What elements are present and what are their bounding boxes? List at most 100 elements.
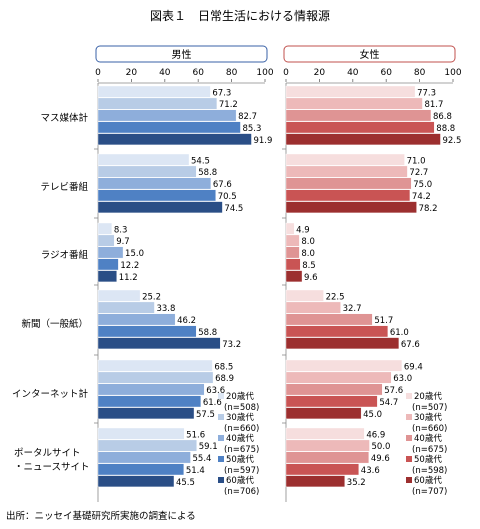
legend-swatch-0-4 [218,477,224,483]
bar-value-1-0-4: 92.5 [442,136,461,146]
legend-n-0-4: (n=706) [224,487,259,497]
bar-0-0-0 [97,85,211,98]
bar-0-0-1 [97,97,218,110]
bar-value-1-2-2: 8.0 [301,249,315,259]
bar-1-5-4 [285,475,345,488]
bar-1-0-2 [285,109,432,122]
bar-1-2-1 [285,234,300,247]
bar-value-0-1-0: 54.5 [191,156,210,166]
bar-value-0-5-4: 45.5 [176,478,195,488]
bar-1-3-2 [285,313,373,326]
bar-1-0-0 [285,85,416,98]
bar-value-0-1-2: 67.6 [213,180,232,190]
bar-value-0-2-3: 12.2 [120,261,139,271]
bar-1-1-4 [285,201,417,214]
bar-0-1-0 [97,153,190,166]
bar-0-5-4 [97,475,175,488]
bar-1-5-0 [285,427,365,440]
legend-n-1-0: (n=507) [412,403,447,413]
bar-1-4-3 [285,395,378,408]
bar-0-1-1 [97,165,197,178]
bar-0-3-1 [97,301,155,314]
category-label-2: ラジオ番組 [41,249,89,261]
panel-header-label-0: 男性 [172,48,192,61]
legend-label-1-3: 50歳代 [414,454,442,465]
bar-value-0-4-0: 68.5 [214,362,233,372]
bar-1-1-0 [285,153,405,166]
bar-1-1-2 [285,177,412,190]
legend-label-0-2: 40歳代 [226,433,254,444]
panel-header-label-1: 女性 [360,48,380,61]
bar-value-0-1-1: 58.8 [198,168,217,178]
bar-1-2-0 [285,222,295,235]
bar-value-1-3-0: 22.5 [326,292,345,302]
bar-value-1-3-2: 51.7 [374,316,393,326]
tick-label-1-3: 60 [380,68,392,78]
bar-value-0-5-0: 51.6 [186,430,205,440]
legend-label-1-0: 20歳代 [414,391,442,402]
bar-0-4-4 [97,407,195,420]
bar-1-2-2 [285,246,300,259]
bar-0-5-0 [97,427,185,440]
bar-0-3-0 [97,289,141,302]
bar-value-1-4-0: 69.4 [404,362,423,372]
bar-0-5-3 [97,463,185,476]
bar-1-5-3 [285,463,360,476]
panel-header-0 [95,45,268,63]
legend-label-0-0: 20歳代 [226,391,254,402]
category-label-0: マス媒体計 [40,112,88,124]
bar-value-0-5-1: 59.1 [199,442,218,452]
bar-value-0-5-3: 51.4 [186,466,205,476]
bar-1-3-1 [285,301,341,314]
tick-label-0-1: 20 [126,68,138,78]
bar-value-1-0-3: 88.8 [436,124,455,134]
bar-0-2-4 [97,270,117,283]
legend-swatch-0-3 [218,456,224,462]
bar-0-1-4 [97,201,223,214]
bar-1-5-1 [285,439,370,452]
bar-1-1-3 [285,189,411,202]
bar-value-0-3-4: 73.2 [222,340,241,350]
bar-value-1-4-4: 45.0 [363,410,382,420]
tick-label-1-1: 20 [314,68,326,78]
bar-1-4-1 [285,371,392,384]
chart-title: 図表１ 日常生活における情報源 [150,9,330,23]
bar-0-1-2 [97,177,212,190]
bar-1-0-1 [285,97,423,110]
legend-swatch-1-1 [406,414,412,420]
bar-0-4-2 [97,383,205,396]
bar-0-5-2 [97,451,191,464]
bar-value-1-0-2: 86.8 [433,112,452,122]
bar-value-1-5-3: 43.6 [361,466,380,476]
bar-value-1-5-0: 46.9 [366,430,385,440]
bar-1-3-0 [285,289,324,302]
panel-header-1 [283,45,456,63]
bar-value-1-4-1: 63.0 [393,374,412,384]
bar-1-4-4 [285,407,362,420]
bar-value-0-4-2: 63.6 [206,386,225,396]
bar-value-0-5-2: 55.4 [193,454,212,464]
bar-0-3-2 [97,313,176,326]
bar-value-0-1-4: 74.5 [224,204,243,214]
legend-swatch-1-2 [406,435,412,441]
bar-value-0-0-4: 91.9 [253,136,272,146]
bar-value-0-2-4: 11.2 [119,273,138,283]
bar-0-2-2 [97,246,124,259]
legend-swatch-0-0 [218,393,224,399]
legend-label-0-1: 30歳代 [226,412,254,423]
legend-swatch-0-2 [218,435,224,441]
tick-label-1-2: 40 [347,68,359,78]
legend-label-0-4: 60歳代 [226,475,254,486]
bar-0-4-1 [97,371,214,384]
bar-value-0-0-0: 67.3 [212,88,231,98]
bar-value-0-2-2: 15.0 [125,249,144,259]
bar-value-0-3-1: 33.8 [156,304,175,314]
bar-value-1-1-2: 75.0 [413,180,432,190]
bar-value-0-2-0: 8.3 [114,225,128,235]
plot-area: 男性 0 20 40 60 80 100 67.3 71.282.7 85.3 91.9 54.5 58… [12,45,462,502]
bar-1-4-0 [285,359,403,372]
bar-value-0-4-1: 68.9 [215,374,234,384]
bar-value-1-2-1: 8.0 [301,237,315,247]
bar-value-1-5-2: 49.6 [371,454,390,464]
